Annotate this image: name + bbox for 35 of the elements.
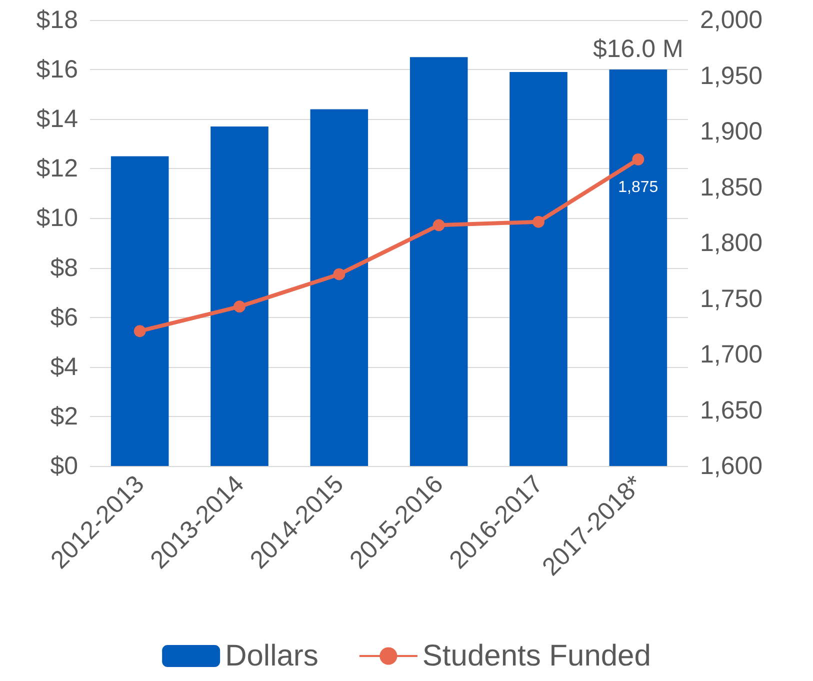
point <box>134 325 146 338</box>
point <box>234 300 246 313</box>
y2-tick-label: 1,800 <box>700 229 763 257</box>
y2-tick-label: 1,650 <box>700 396 763 424</box>
y-tick-label: $2 <box>50 402 78 430</box>
y-tick-label: $6 <box>50 303 78 332</box>
y-tick-label: $12 <box>36 154 78 183</box>
y-tick-label: $8 <box>50 254 78 282</box>
point <box>632 153 644 166</box>
bar <box>510 72 568 466</box>
data-label: 1,875 <box>618 178 658 196</box>
y2-tick-label: 1,600 <box>700 452 763 480</box>
y2-tick-label: 1,900 <box>700 118 763 146</box>
y2-tick-label: 1,750 <box>700 284 763 313</box>
y2-tick-label: 2,000 <box>700 6 763 34</box>
point <box>532 216 544 228</box>
point <box>432 219 445 232</box>
y-tick-label: $14 <box>36 105 78 134</box>
bar <box>310 109 368 466</box>
bar <box>210 126 268 466</box>
bar <box>609 70 668 466</box>
y2-tick-label: 1,950 <box>700 62 763 90</box>
y-tick-label: $18 <box>36 6 78 34</box>
bar <box>410 57 468 466</box>
y2-tick-label: 1,700 <box>700 340 763 368</box>
data-label: $16.0 M <box>592 35 684 64</box>
y-tick-label: $4 <box>50 352 78 381</box>
y-tick-label: $10 <box>36 204 78 232</box>
legend-label: Dollars <box>225 640 318 672</box>
legend-label: Students Funded <box>422 640 651 672</box>
y2-tick-label: 1,850 <box>700 173 763 202</box>
y-tick-label: $0 <box>50 452 78 480</box>
bar <box>110 156 169 466</box>
point <box>333 268 346 280</box>
y-tick-label: $16 <box>36 56 78 84</box>
